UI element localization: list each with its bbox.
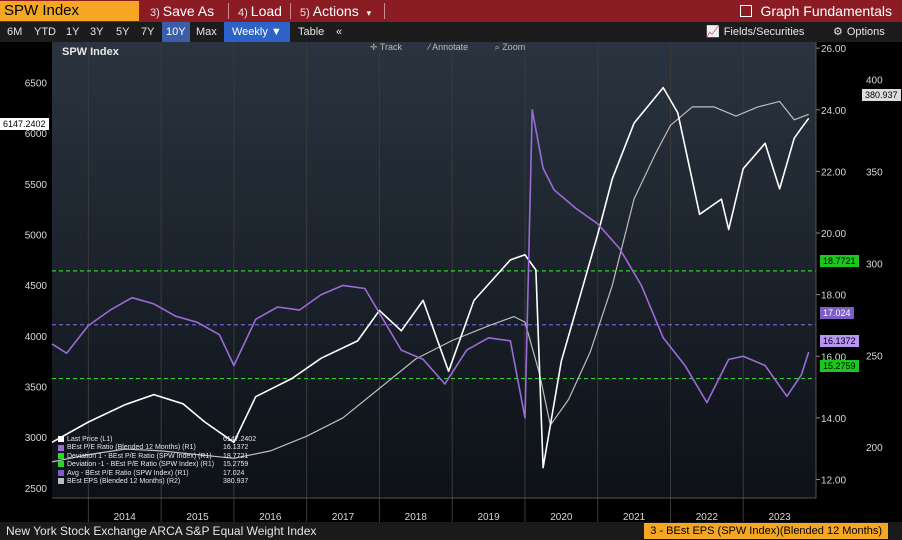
chart-title: SPW Index bbox=[62, 46, 119, 58]
fields-securities-button[interactable]: 📈 Fields/Securities bbox=[706, 22, 804, 42]
x-tick-label: 2019 bbox=[477, 512, 500, 522]
x-tick-label: 2014 bbox=[114, 512, 137, 522]
avg-value-tag: 17.024 bbox=[820, 307, 854, 319]
range-7y[interactable]: 7Y bbox=[141, 26, 155, 38]
frequency-dropdown[interactable]: Weekly ▼ bbox=[224, 22, 290, 42]
left-tick-label: 6000 bbox=[25, 129, 48, 140]
save-as-shortcut: 3) bbox=[150, 7, 160, 19]
security-description: New York Stock Exchange ARCA S&P Equal W… bbox=[6, 524, 317, 538]
pe-tick-label: 14.00 bbox=[821, 414, 846, 425]
save-as-button[interactable]: 3) Save As bbox=[150, 0, 214, 22]
graph-fundamentals-label: Graph Fundamentals bbox=[760, 3, 892, 19]
left-tick-label: 6500 bbox=[25, 79, 48, 90]
pe-tick-label: 24.00 bbox=[821, 106, 846, 117]
x-tick-label: 2018 bbox=[405, 512, 428, 522]
legend-pe-ratio[interactable]: BEst P/E Ratio (Blended 12 Months) (R1) 1… bbox=[58, 444, 248, 452]
pe-tick-label: 12.00 bbox=[821, 476, 846, 487]
command-bar: SPW Index 3) Save As 4) Load 5) Actions ▾ G… bbox=[0, 0, 902, 22]
last-price-tag: 6147.2402 bbox=[0, 118, 49, 130]
range-ytd[interactable]: YTD bbox=[34, 26, 56, 38]
launch-icon bbox=[740, 5, 753, 17]
legend-eps[interactable]: BEst EPS (Blended 12 Months) (R2) 380.937 bbox=[58, 478, 248, 486]
selected-series-dropdown[interactable]: 3 - BEst EPS (SPW Index)(Blended 12 Mont… bbox=[644, 523, 888, 539]
devm1-value-tag: 15.2759 bbox=[820, 360, 859, 372]
eps-tick-label: 250 bbox=[866, 351, 883, 362]
track-tool[interactable]: ✛ Track bbox=[370, 42, 403, 52]
graph-fundamentals-button[interactable]: Graph Fundamentals bbox=[740, 0, 892, 22]
zoom-tool[interactable]: ⌕ Zoom bbox=[494, 42, 526, 52]
x-tick-label: 2021 bbox=[623, 512, 646, 522]
chart-tools: ✛ Track ⁄ Annotate ⌕ Zoom bbox=[370, 42, 549, 56]
chart-canvas[interactable]: 2014 2015 2016 2017 2018 2019 2020 2021 2022 2023… bbox=[0, 42, 902, 522]
x-tick-label: 2016 bbox=[259, 512, 282, 522]
actions-dropdown-icon: ▾ bbox=[366, 8, 372, 18]
pe-value-tag: 16.1372 bbox=[820, 335, 859, 347]
left-tick-label: 5000 bbox=[25, 231, 48, 242]
pe-tick-label: 26.00 bbox=[821, 44, 846, 55]
eps-value-tag: 380.937 bbox=[862, 89, 901, 101]
x-tick-label: 2015 bbox=[186, 512, 209, 522]
left-tick-label: 4500 bbox=[25, 281, 48, 292]
load-shortcut: 4) bbox=[238, 7, 248, 19]
chart-icon: 📈 bbox=[706, 26, 720, 38]
pe-tick-label: 18.00 bbox=[821, 291, 846, 302]
pe-tick-label: 22.00 bbox=[821, 167, 846, 178]
options-label: Options bbox=[846, 26, 885, 38]
left-tick-label: 4000 bbox=[25, 332, 48, 343]
table-button[interactable]: Table bbox=[298, 26, 325, 38]
eps-tick-label: 350 bbox=[866, 167, 883, 178]
dev1-value-tag: 18.7721 bbox=[820, 255, 859, 267]
legend-swatch bbox=[58, 461, 64, 468]
series-line-0 bbox=[51, 86, 810, 469]
series-line-1 bbox=[51, 109, 810, 419]
load-label: Load bbox=[250, 3, 282, 19]
actions-shortcut: 5) bbox=[300, 7, 310, 19]
legend-swatch bbox=[58, 444, 64, 451]
x-tick-label: 2020 bbox=[550, 512, 573, 522]
legend-swatch bbox=[58, 469, 64, 476]
range-6m[interactable]: 6M bbox=[7, 26, 23, 38]
legend-deviation-minus-1[interactable]: Deviation -1 - BEst P/E Ratio (SPW Index… bbox=[58, 461, 248, 469]
chart-legend: Last Price (L1) 6147.2402 BEst P/E Ratio … bbox=[58, 436, 256, 486]
left-tick-label: 2500 bbox=[25, 484, 48, 495]
status-bar: New York Stock Exchange ARCA S&P Equal W… bbox=[0, 522, 902, 540]
pe-tick-label: 20.00 bbox=[821, 229, 846, 240]
load-button[interactable]: 4) Load bbox=[238, 0, 282, 22]
left-tick-label: 3500 bbox=[25, 383, 48, 394]
range-5y[interactable]: 5Y bbox=[116, 26, 130, 38]
options-button[interactable]: ⚙ Options bbox=[833, 22, 885, 42]
save-as-label: Save As bbox=[162, 3, 215, 19]
legend-swatch bbox=[58, 478, 64, 485]
left-tick-label: 5500 bbox=[25, 180, 48, 191]
legend-swatch bbox=[58, 452, 64, 459]
series-line-2 bbox=[51, 100, 809, 463]
collapse-button[interactable]: « bbox=[336, 26, 343, 38]
actions-label: Actions bbox=[312, 3, 359, 19]
pe-tick-label: 16.00 bbox=[821, 352, 846, 363]
range-max[interactable]: Max bbox=[196, 26, 217, 38]
range-3y[interactable]: 3Y bbox=[90, 26, 104, 38]
x-tick-label: 2023 bbox=[768, 512, 791, 522]
actions-button[interactable]: 5) Actions ▾ bbox=[300, 0, 371, 22]
gear-icon: ⚙ bbox=[833, 26, 843, 38]
x-tick-label: 2017 bbox=[332, 512, 355, 522]
legend-last-price[interactable]: Last Price (L1) 6147.2402 bbox=[58, 436, 256, 444]
eps-tick-label: 200 bbox=[866, 443, 883, 454]
legend-deviation-1[interactable]: Deviation 1 - BEst P/E Ratio (SPW Index)… bbox=[58, 452, 248, 461]
legend-swatch bbox=[58, 436, 64, 443]
left-tick-label: 3000 bbox=[25, 433, 48, 444]
eps-tick-label: 300 bbox=[866, 259, 883, 270]
ticker-input[interactable]: SPW Index bbox=[0, 1, 139, 21]
legend-average[interactable]: Avg - BEst P/E Ratio (SPW Index) (R1) 17.… bbox=[58, 469, 244, 478]
fields-securities-label: Fields/Securities bbox=[723, 26, 805, 38]
range-10y[interactable]: 10Y bbox=[162, 22, 190, 42]
annotate-tool[interactable]: ⁄ Annotate bbox=[428, 42, 469, 52]
chart-toolbar: 6M YTD 1Y 3Y 5Y 7Y 10Y Max Weekly ▼ Tabl… bbox=[0, 22, 902, 42]
range-1y[interactable]: 1Y bbox=[66, 26, 80, 38]
eps-tick-label: 400 bbox=[866, 75, 883, 86]
x-tick-label: 2022 bbox=[696, 512, 719, 522]
